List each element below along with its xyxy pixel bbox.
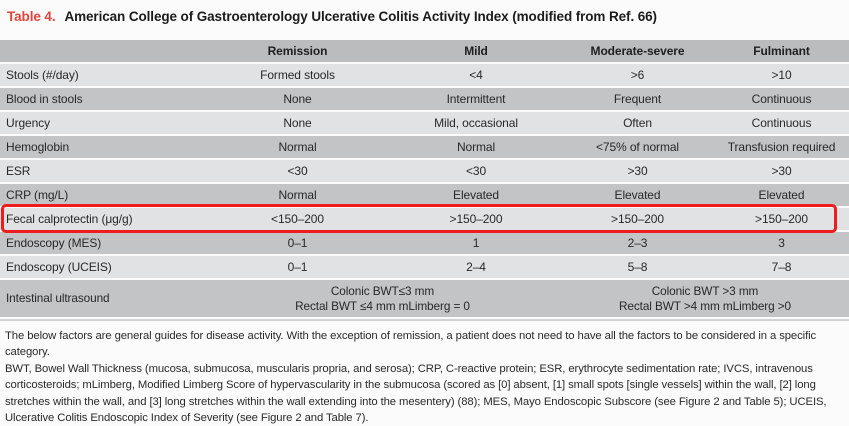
table-number-label: Table 4. — [7, 9, 56, 24]
header-row: Remission Mild Moderate-severe Fulminant — [0, 40, 849, 64]
col-header-mild: Mild — [391, 40, 561, 64]
row-endoscopy-mes: Endoscopy (MES) 0–1 1 2–3 3 — [0, 231, 849, 256]
row-intestinal-ultrasound: Intestinal ultrasound Colonic BWT≤3 mm R… — [0, 279, 849, 319]
row-crp: CRP (mg/L) Normal Elevated Elevated Elev… — [0, 183, 849, 208]
cell-fulminant: Elevated — [714, 183, 849, 208]
row-label: Fecal calprotectin (μg/g) — [0, 207, 204, 232]
footnote-general-guide: The below factors are general guides for… — [5, 330, 817, 359]
cell-remission: Formed stools — [204, 63, 391, 88]
row-label: Blood in stools — [0, 87, 204, 112]
cell-remission: <150–200 — [204, 207, 391, 232]
cell-fulminant: Transfusion required — [714, 135, 849, 160]
cell-remission: None — [204, 87, 391, 112]
ultrasound-left-line1: Colonic BWT≤3 mm — [330, 283, 435, 298]
table-wrapper: Remission Mild Moderate-severe Fulminant… — [0, 40, 849, 321]
cell-fulminant: >10 — [714, 63, 849, 88]
ultrasound-left-line2: Rectal BWT ≤4 mm mLimberg = 0 — [295, 298, 470, 313]
cell-remission: 0–1 — [204, 231, 391, 256]
cell-fulminant: Continuous — [714, 87, 849, 112]
cell-fulminant: 7–8 — [714, 255, 849, 280]
row-label: Stools (#/day) — [0, 63, 204, 88]
table-bottom-rule — [0, 319, 849, 321]
cell-ultrasound-moderate-fulminant: Colonic BWT >3 mm Rectal BWT >4 mm mLimb… — [561, 279, 849, 319]
cell-fulminant: 3 — [714, 231, 849, 256]
cell-fulminant: >30 — [714, 159, 849, 184]
row-label: Hemoglobin — [0, 135, 204, 160]
cell-mild: Intermittent — [391, 87, 561, 112]
acg-uc-activity-index-table: Remission Mild Moderate-severe Fulminant… — [0, 40, 849, 319]
cell-remission: 0–1 — [204, 255, 391, 280]
cell-fulminant: >150–200 — [714, 207, 849, 232]
row-blood-in-stools: Blood in stools None Intermittent Freque… — [0, 87, 849, 112]
cell-ultrasound-remission-mild: Colonic BWT≤3 mm Rectal BWT ≤4 mm mLimbe… — [204, 279, 561, 319]
cell-mild: Mild, occasional — [391, 111, 561, 136]
row-stools: Stools (#/day) Formed stools <4 >6 >10 — [0, 63, 849, 88]
cell-mild: <30 — [391, 159, 561, 184]
ultrasound-right-line1: Colonic BWT >3 mm — [651, 283, 759, 298]
table-title: American College of Gastroenterology Ulc… — [64, 9, 657, 24]
cell-moderate-severe: 2–3 — [561, 231, 714, 256]
table-caption: Table 4. American College of Gastroentero… — [0, 0, 849, 40]
col-header-moderate-severe: Moderate-severe — [561, 40, 714, 64]
row-label: Intestinal ultrasound — [0, 279, 204, 319]
cell-fulminant: Continuous — [714, 111, 849, 136]
col-header-empty — [0, 40, 204, 64]
row-label: CRP (mg/L) — [0, 183, 204, 208]
ultrasound-right-line2: Rectal BWT >4 mm mLimberg >0 — [618, 298, 792, 313]
cell-remission: Normal — [204, 183, 391, 208]
row-endoscopy-uceis: Endoscopy (UCEIS) 0–1 2–4 5–8 7–8 — [0, 255, 849, 280]
cell-mild: >150–200 — [391, 207, 561, 232]
cell-moderate-severe: >6 — [561, 63, 714, 88]
cell-moderate-severe: 5–8 — [561, 255, 714, 280]
cell-mild: Elevated — [391, 183, 561, 208]
cell-mild: Normal — [391, 135, 561, 160]
row-label: ESR — [0, 159, 204, 184]
cell-remission: Normal — [204, 135, 391, 160]
cell-remission: <30 — [204, 159, 391, 184]
footnote-abbreviations: BWT, Bowel Wall Thickness (mucosa, submu… — [5, 362, 827, 425]
row-label: Endoscopy (UCEIS) — [0, 255, 204, 280]
col-header-fulminant: Fulminant — [714, 40, 849, 64]
col-header-remission: Remission — [204, 40, 391, 64]
cell-moderate-severe: Elevated — [561, 183, 714, 208]
cell-mild: 2–4 — [391, 255, 561, 280]
cell-moderate-severe: <75% of normal — [561, 135, 714, 160]
cell-moderate-severe: Often — [561, 111, 714, 136]
cell-moderate-severe: >150–200 — [561, 207, 714, 232]
cell-remission: None — [204, 111, 391, 136]
cell-mild: 1 — [391, 231, 561, 256]
table-footnotes: The below factors are general guides for… — [0, 321, 849, 426]
row-label: Endoscopy (MES) — [0, 231, 204, 256]
cell-mild: <4 — [391, 63, 561, 88]
cell-moderate-severe: Frequent — [561, 87, 714, 112]
row-hemoglobin: Hemoglobin Normal Normal <75% of normal … — [0, 135, 849, 160]
row-label: Urgency — [0, 111, 204, 136]
row-fecal-calprotectin: Fecal calprotectin (μg/g) <150–200 >150–… — [0, 207, 849, 232]
cell-moderate-severe: >30 — [561, 159, 714, 184]
row-urgency: Urgency None Mild, occasional Often Cont… — [0, 111, 849, 136]
row-esr: ESR <30 <30 >30 >30 — [0, 159, 849, 184]
